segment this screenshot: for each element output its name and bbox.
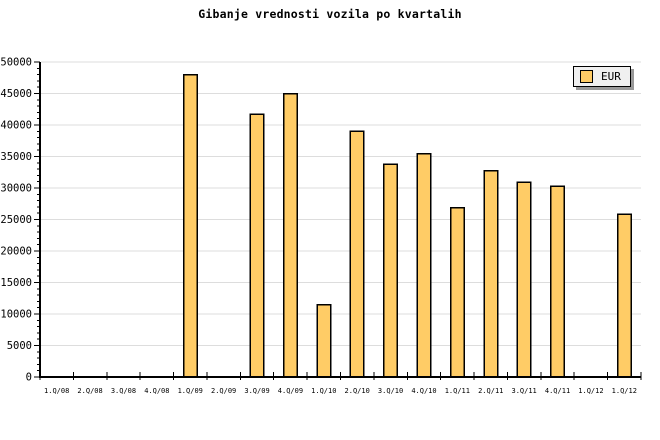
x-tick-label: 2.Q/09	[211, 387, 236, 395]
x-tick-label: 2.Q/08	[77, 387, 102, 395]
bar-1.Q/11	[449, 206, 465, 378]
bar-3.Q/11	[516, 181, 532, 378]
x-tick-label: 4.Q/11	[545, 387, 570, 395]
bar-1.Q/10	[316, 303, 332, 378]
y-tick-label: 20000	[0, 246, 32, 258]
x-tick-label: 1.Q/08	[44, 387, 69, 395]
legend: EUR	[573, 66, 631, 87]
x-tick-label: 1.Q/10	[311, 387, 336, 395]
x-tick-label: 1.Q/12	[612, 387, 637, 395]
y-tick-label: 40000	[0, 120, 32, 132]
x-tick-label: 2.Q/10	[345, 387, 370, 395]
x-tick-label: 2.Q/11	[478, 387, 503, 395]
x-tick-label: 4.Q/09	[278, 387, 303, 395]
legend-swatch-eur	[580, 70, 593, 83]
bar-1.Q/09	[182, 73, 198, 378]
legend-label: EUR	[601, 70, 621, 83]
y-tick-label: 25000	[0, 214, 32, 226]
bar-2.Q/11	[483, 170, 499, 378]
x-tick-label: 3.Q/08	[111, 387, 136, 395]
y-tick-label: 35000	[0, 151, 32, 163]
bar-4.Q/09	[282, 92, 298, 378]
y-tick-label: 5000	[7, 340, 32, 352]
x-tick-label: 1.Q/11	[445, 387, 470, 395]
x-tick-label: 1.Q/09	[178, 387, 203, 395]
bar-1.Q/12	[616, 213, 632, 378]
x-tick-label: 4.Q/10	[411, 387, 436, 395]
x-tick-label: 1.Q/12	[578, 387, 603, 395]
x-tick-label: 3.Q/11	[511, 387, 536, 395]
y-tick-label: 45000	[0, 88, 32, 100]
y-tick-label: 50000	[0, 57, 32, 69]
chart-title: Gibanje vrednosti vozila po kvartalih	[198, 7, 462, 21]
x-tick-label: 3.Q/10	[378, 387, 403, 395]
bar-4.Q/10	[416, 153, 432, 378]
y-tick-label: 10000	[0, 309, 32, 321]
y-tick-label: 0	[26, 372, 32, 384]
bar-3.Q/10	[383, 163, 399, 378]
bar-3.Q/09	[249, 113, 265, 378]
x-tick-label: 3.Q/09	[244, 387, 269, 395]
x-tick-label: 4.Q/08	[144, 387, 169, 395]
y-tick-label: 15000	[0, 277, 32, 289]
bar-2.Q/10	[349, 130, 365, 378]
y-tick-label: 30000	[0, 183, 32, 195]
bar-4.Q/11	[550, 185, 566, 378]
